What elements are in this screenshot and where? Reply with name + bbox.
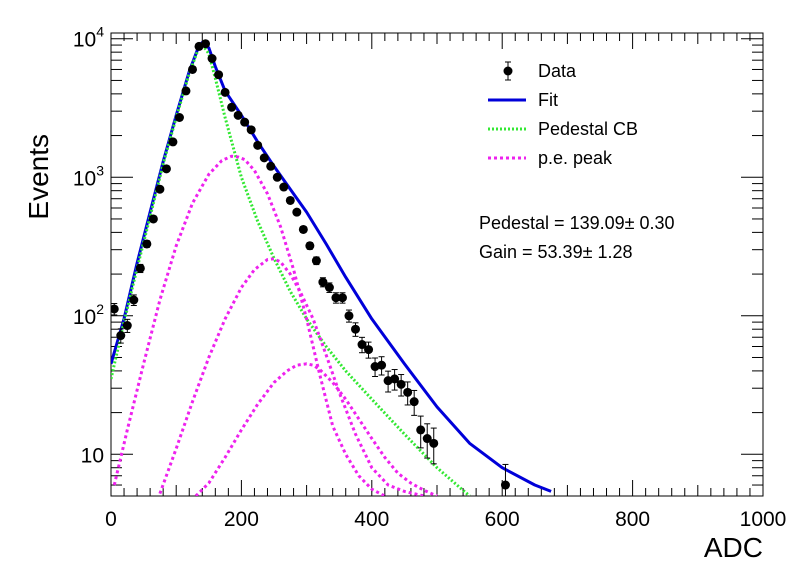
data-point (116, 331, 126, 341)
legend-item-pedestal-cb: Pedestal CB (488, 119, 638, 139)
x-tick-label: 0 (105, 508, 117, 531)
data-point (429, 438, 439, 448)
data-point (409, 397, 419, 407)
x-tick-label: 600 (485, 508, 520, 531)
curve-pedestal-cb (111, 42, 471, 496)
data-point (351, 324, 360, 334)
data-point (161, 164, 171, 174)
legend-item-p-e-peak: p.e. peak (488, 148, 613, 168)
data-point (272, 172, 282, 182)
x-axis-label: ADC (704, 532, 763, 563)
pedestal-annotation: Pedestal = 139.09± 0.30 (479, 213, 675, 233)
data-point (155, 184, 165, 194)
data-point (285, 195, 295, 205)
curve-p-e-peak-1 (112, 154, 386, 496)
data-point (259, 153, 269, 163)
data-point (324, 283, 334, 293)
data-point (168, 137, 178, 147)
legend-item-fit: Fit (488, 90, 558, 110)
data-point (364, 345, 374, 355)
legend-marker (503, 66, 513, 76)
data-point (266, 161, 276, 171)
data-point (416, 425, 426, 435)
y-tick-label: 10 (81, 444, 104, 467)
data-point (111, 304, 119, 314)
data-point (311, 256, 321, 266)
data-point (305, 241, 315, 251)
data-point (396, 379, 406, 389)
data-point (357, 340, 367, 350)
data-point (233, 110, 243, 120)
data-point (142, 239, 152, 249)
legend-label: Pedestal CB (538, 119, 638, 139)
legend-label: Fit (538, 90, 558, 110)
curve-p-e-peak-2 (158, 257, 425, 496)
legend: Data Fit Pedestal CB p.e. peak (488, 61, 638, 168)
data-point (181, 86, 191, 96)
data-point (403, 387, 413, 397)
data-point (422, 434, 432, 444)
data-point (220, 87, 230, 97)
data-point (253, 140, 263, 150)
plot-frame (110, 32, 764, 497)
x-tick-label: 400 (354, 508, 389, 531)
data-point (207, 53, 217, 63)
legend-item-data: Data (503, 61, 577, 81)
x-tick-label: 200 (224, 508, 259, 531)
legend-label: p.e. peak (538, 148, 613, 168)
y-tick-label: 103 (73, 162, 104, 190)
legend-label: Data (538, 61, 577, 81)
data-point (148, 214, 158, 224)
data-point (214, 70, 224, 80)
data-point (331, 293, 341, 303)
y-axis-label: Events (23, 134, 54, 220)
data-point (246, 125, 256, 135)
data-point (201, 39, 211, 49)
data-point (337, 293, 347, 303)
data-point (135, 263, 145, 273)
gain-annotation: Gain = 53.39± 1.28 (479, 242, 633, 262)
data-point (240, 117, 250, 127)
data-point (318, 277, 328, 287)
data-point (227, 102, 237, 112)
data-point (122, 321, 132, 331)
data-points (111, 39, 510, 496)
data-point (174, 113, 184, 123)
y-tick-label: 102 (73, 301, 104, 329)
curve-p-e-peak-3 (194, 362, 438, 496)
y-tick-label: 104 (73, 24, 104, 52)
x-tick-label: 1000 (740, 508, 787, 531)
data-point (390, 374, 400, 384)
x-tick-label: 800 (615, 508, 650, 531)
data-point (279, 182, 289, 192)
data-point (188, 64, 197, 74)
tick-labels: 0 200 400 600 800 1000 10 102 103 104 (73, 24, 787, 531)
fit-curves (111, 41, 552, 496)
data-point (377, 360, 387, 370)
data-point (500, 480, 510, 490)
data-point (298, 224, 308, 234)
data-point (344, 311, 354, 321)
data-point (129, 295, 139, 305)
data-point (292, 207, 302, 217)
axis-ticks (110, 33, 764, 497)
